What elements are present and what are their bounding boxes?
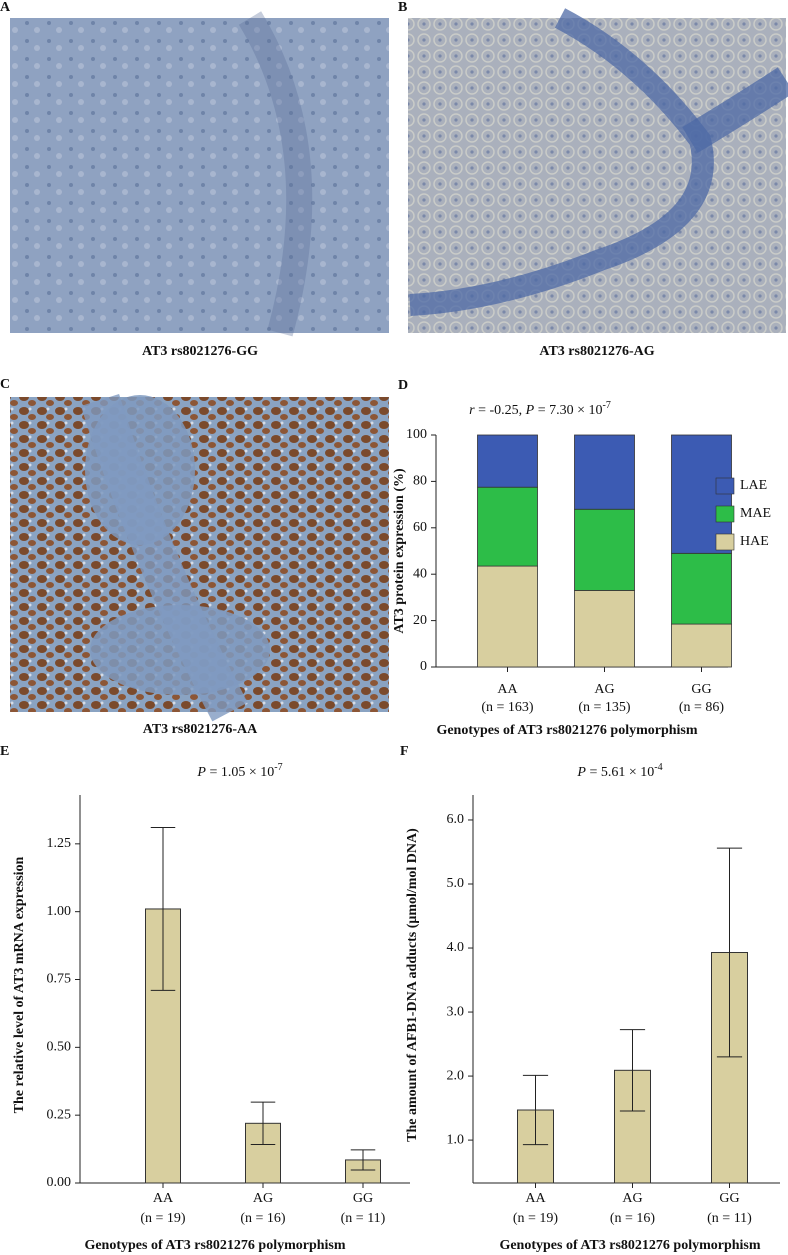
bar-segment <box>477 565 538 668</box>
y-tick-label: 0.25 <box>47 1107 72 1122</box>
x-tick-note: (n = 19) <box>513 1211 559 1226</box>
title-part: P <box>525 403 535 418</box>
chart-title: P = 5.61 × 10-4 <box>576 762 662 780</box>
x-tick-label: AA <box>497 682 518 697</box>
title-part: -7 <box>274 762 282 773</box>
x-tick-note: (n = 11) <box>341 1211 386 1226</box>
y-tick-label: 40 <box>413 566 427 581</box>
x-tick-label: GG <box>353 1191 373 1206</box>
bar <box>245 1122 281 1184</box>
micrograph-b <box>408 8 788 333</box>
y-axis-label: The relative level of AT3 mRNA expressio… <box>12 856 27 1113</box>
bar-segment <box>477 434 538 488</box>
image-caption: AT3 rs8021276-AA <box>143 722 258 737</box>
x-tick-label: AG <box>253 1191 273 1206</box>
legend-label: LAE <box>740 478 767 493</box>
y-tick-label: 20 <box>413 613 427 628</box>
x-tick-note: (n = 11) <box>707 1211 752 1226</box>
panel-label: E <box>0 744 9 759</box>
x-tick-note: (n = 135) <box>578 700 631 715</box>
x-tick-label: AA <box>153 1191 174 1206</box>
x-tick-label: AG <box>594 682 614 697</box>
legend-swatch <box>715 533 735 551</box>
title-part: P <box>196 765 206 780</box>
panel-label: F <box>400 744 409 759</box>
y-tick-label: 60 <box>413 520 427 535</box>
bar-segment <box>574 434 635 510</box>
y-tick-label: 3.0 <box>447 1004 465 1019</box>
x-tick-note: (n = 163) <box>481 700 534 715</box>
image-caption: AT3 rs8021276-GG <box>142 344 258 359</box>
legend-swatch <box>715 505 735 523</box>
legend-label: HAE <box>740 534 769 549</box>
y-tick-label: 1.00 <box>47 904 72 919</box>
title-part: = -0.25, <box>475 403 526 418</box>
error-bar <box>619 1029 646 1112</box>
bar-segment <box>574 508 635 591</box>
panel-label: A <box>0 0 11 15</box>
x-tick-note: (n = 16) <box>240 1211 286 1226</box>
x-tick-label: AA <box>525 1191 546 1206</box>
x-tick-label: GG <box>691 682 711 697</box>
error-bar <box>150 827 176 991</box>
x-axis-label: Genotypes of AT3 rs8021276 polymorphism <box>436 723 697 738</box>
x-axis-label: Genotypes of AT3 rs8021276 polymorphism <box>499 1238 760 1253</box>
y-tick-label: 100 <box>406 427 427 442</box>
x-tick-label: AG <box>622 1191 642 1206</box>
chart-title: P = 1.05 × 10-7 <box>196 762 282 780</box>
error-bar <box>716 847 743 1058</box>
title-part: P <box>576 765 586 780</box>
title-part: -7 <box>603 400 611 411</box>
x-tick-label: GG <box>719 1191 739 1206</box>
bar-segment <box>477 486 538 567</box>
y-tick-label: 6.0 <box>447 812 465 827</box>
y-tick-label: 0.00 <box>47 1175 72 1190</box>
panel-label: D <box>398 378 408 393</box>
panel-label: B <box>398 0 407 15</box>
error-bar <box>350 1149 376 1171</box>
x-tick-note: (n = 16) <box>610 1211 656 1226</box>
y-tick-label: 2.0 <box>447 1068 465 1083</box>
bar-segment <box>671 552 732 625</box>
image-caption: AT3 rs8021276-AG <box>539 344 654 359</box>
bar <box>145 908 181 1184</box>
error-bar <box>250 1101 276 1145</box>
error-bar <box>522 1074 549 1146</box>
y-tick-label: 1.0 <box>447 1132 465 1147</box>
y-tick-label: 0.50 <box>47 1040 72 1055</box>
title-part: r <box>469 403 475 418</box>
legend-swatch <box>715 477 735 495</box>
x-tick-note: (n = 19) <box>140 1211 186 1226</box>
bar-segment <box>574 590 635 668</box>
title-part: = 7.30 × 10 <box>534 403 602 418</box>
y-tick-label: 1.25 <box>47 836 72 851</box>
y-tick-label: 0.75 <box>47 972 72 987</box>
panel-label: C <box>0 377 10 392</box>
y-axis-label: The amount of AFB1-DNA adducts (μmol/mol… <box>405 828 420 1142</box>
y-tick-label: 4.0 <box>447 940 465 955</box>
legend-label: MAE <box>740 506 771 521</box>
x-axis-label: Genotypes of AT3 rs8021276 polymorphism <box>84 1238 345 1253</box>
title-part: = 1.05 × 10 <box>206 765 274 780</box>
title-part: -4 <box>654 762 662 773</box>
micrograph-c <box>10 394 389 722</box>
y-tick-label: 80 <box>413 474 427 489</box>
micrograph-a <box>10 11 389 337</box>
y-tick-label: 5.0 <box>447 876 465 891</box>
title-part: = 5.61 × 10 <box>586 765 654 780</box>
bar-segment <box>671 623 732 668</box>
y-tick-label: 0 <box>420 659 427 674</box>
x-tick-note: (n = 86) <box>679 700 725 715</box>
chart-title: r = -0.25, P = 7.30 × 10-7 <box>469 400 611 418</box>
y-axis-label: AT3 protein expression (%) <box>392 468 407 634</box>
